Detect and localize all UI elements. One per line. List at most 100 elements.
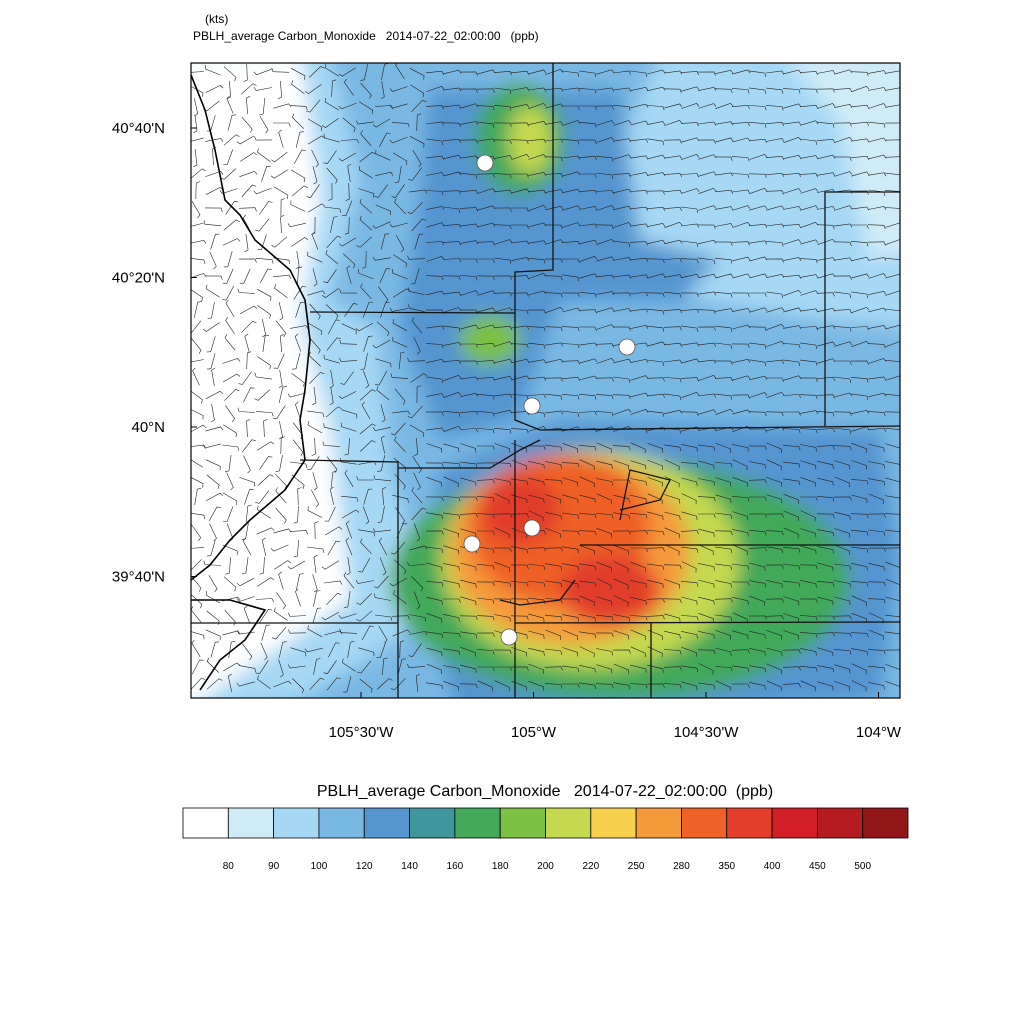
wind-barb	[629, 206, 649, 211]
wind-barb	[545, 444, 563, 452]
wind-barb	[460, 647, 476, 657]
wind-barb	[342, 117, 356, 132]
wind-barb	[494, 478, 511, 486]
colorbar-label: 100	[311, 861, 328, 872]
wind-barb	[698, 393, 717, 398]
wind-barb	[630, 120, 649, 126]
county-line	[299, 459, 399, 698]
wind-barb	[765, 411, 784, 417]
wind-barb	[243, 63, 248, 82]
wind-barb	[680, 411, 699, 417]
wind-barb	[681, 426, 700, 432]
wind-barb	[460, 664, 477, 673]
wind-barb	[749, 70, 767, 78]
wind-barb	[426, 172, 445, 177]
wind-barb	[411, 576, 424, 592]
wind-barb	[407, 255, 426, 260]
wind-barb	[834, 205, 853, 211]
wind-barb	[210, 233, 220, 250]
wind-barb	[392, 336, 408, 348]
wind-barb	[731, 88, 750, 94]
wind-barb	[630, 547, 648, 552]
wind-barb	[477, 222, 496, 228]
wind-barb	[596, 664, 613, 674]
wind-barb	[579, 595, 595, 607]
lon-label: 105°30'W	[329, 724, 395, 741]
wind-barb	[204, 275, 223, 280]
wind-barb	[460, 240, 479, 245]
wind-barb	[291, 353, 301, 370]
wind-barb	[545, 580, 563, 588]
wind-barb	[356, 236, 373, 248]
wind-barb	[225, 316, 235, 334]
wind-barb	[205, 171, 224, 177]
wind-barb	[782, 666, 801, 671]
wind-barb	[613, 376, 631, 383]
wind-barb	[817, 154, 836, 160]
wind-barb	[239, 305, 258, 315]
wind-barb	[425, 530, 444, 535]
wind-barb	[191, 337, 202, 354]
wind-barb	[191, 239, 207, 244]
wind-barb	[885, 681, 900, 687]
wind-barb	[191, 390, 203, 404]
wind-barb	[867, 513, 886, 518]
wind-barb	[321, 560, 339, 570]
wind-barb	[664, 155, 683, 160]
wind-barb	[223, 576, 237, 592]
wind-barb	[612, 530, 631, 535]
wind-barb	[545, 563, 562, 571]
wind-barb	[510, 428, 529, 434]
wind-barb	[544, 156, 563, 162]
wind-barb	[278, 659, 284, 678]
wind-barb	[680, 292, 699, 297]
wind-barb	[476, 581, 495, 587]
wind-barb	[885, 70, 900, 74]
wind-barb	[765, 105, 784, 111]
wind-barb	[834, 511, 851, 520]
wind-barb	[731, 292, 750, 297]
wind-barb	[749, 461, 766, 469]
wind-barb	[306, 99, 321, 113]
wind-barb	[191, 594, 203, 609]
wind-barb	[360, 130, 372, 147]
wind-barb	[236, 577, 255, 587]
wind-barb	[732, 324, 751, 330]
wind-barb	[748, 530, 767, 536]
wind-barb	[851, 613, 867, 623]
wind-barb	[698, 613, 714, 623]
wind-barb	[528, 342, 546, 349]
wind-barb	[715, 273, 734, 279]
wind-barb	[443, 374, 462, 381]
wind-barb	[291, 80, 305, 95]
wind-barb	[527, 138, 547, 143]
wind-barb	[273, 103, 292, 109]
wind-barb	[748, 105, 767, 111]
wind-barb	[868, 325, 887, 329]
wind-barb	[476, 632, 495, 637]
wind-barb	[596, 460, 613, 469]
wind-barb	[613, 479, 631, 484]
wind-barb	[528, 663, 544, 674]
wind-barb	[361, 625, 374, 641]
wind-barb	[783, 136, 802, 143]
wind-barb	[697, 139, 716, 144]
wind-barb	[579, 580, 597, 587]
wind-barb	[359, 151, 376, 163]
wind-barb	[294, 333, 302, 352]
wind-barb	[528, 69, 547, 75]
wind-barb	[749, 87, 767, 95]
wind-barb	[749, 392, 768, 398]
wind-barb	[359, 423, 376, 435]
wind-barb	[304, 84, 322, 94]
wind-barb	[562, 683, 580, 688]
wind-barb	[208, 506, 221, 522]
wind-barb	[205, 138, 224, 142]
wind-barb	[579, 223, 598, 228]
wind-barb	[732, 137, 751, 143]
wind-barb	[545, 494, 562, 504]
wind-barb	[413, 591, 421, 610]
wind-barb	[244, 489, 254, 505]
wind-barb	[766, 680, 782, 692]
